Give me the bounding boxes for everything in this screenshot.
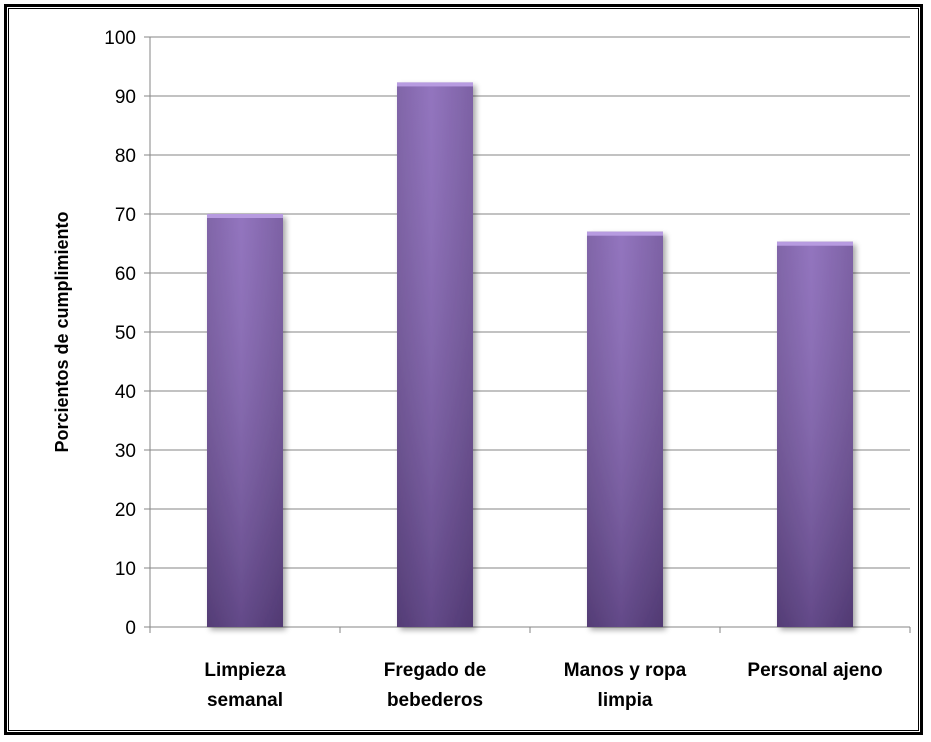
y-tick-label: 80 bbox=[115, 146, 136, 167]
bar-cap bbox=[397, 82, 473, 87]
labels: 0 10 20 30 40 50 60 70 80 90 100 Limpieza semanal Fre… bbox=[104, 28, 882, 711]
y-tick-label: 0 bbox=[125, 618, 136, 639]
bar-cap bbox=[207, 214, 283, 218]
bars bbox=[207, 82, 853, 628]
chart-frame-inner-border bbox=[8, 8, 919, 731]
y-axis-title: Porcientos de cumplimiento bbox=[52, 211, 72, 452]
x-category-label: bebederos bbox=[387, 690, 483, 711]
y-tick-label: 60 bbox=[115, 264, 136, 285]
bar-cap bbox=[777, 241, 853, 246]
y-tick-label: 70 bbox=[115, 205, 136, 226]
x-category-label: Manos y ropa bbox=[564, 660, 687, 681]
x-category-label: Fregado de bbox=[384, 660, 486, 681]
y-tick-label: 10 bbox=[115, 559, 136, 580]
bar bbox=[587, 231, 663, 627]
y-tick-label: 90 bbox=[115, 87, 136, 108]
y-tick-label: 20 bbox=[115, 500, 136, 521]
bar bbox=[207, 214, 283, 627]
bar-shading bbox=[397, 82, 473, 628]
bar-cap bbox=[587, 231, 663, 236]
x-category-label: Limpieza bbox=[204, 660, 286, 681]
y-tick-label: 100 bbox=[104, 28, 136, 49]
x-category-label: limpia bbox=[598, 690, 653, 711]
x-category-label: semanal bbox=[207, 690, 283, 711]
x-category-label: Personal ajeno bbox=[747, 660, 882, 681]
bar bbox=[777, 241, 853, 628]
bar bbox=[397, 82, 473, 628]
bar-shading bbox=[207, 214, 283, 627]
y-tick-label: 40 bbox=[115, 382, 136, 403]
y-tick-label: 50 bbox=[115, 323, 136, 344]
bar-shading bbox=[587, 231, 663, 627]
y-tick-label: 30 bbox=[115, 441, 136, 462]
bar-shading bbox=[777, 241, 853, 628]
